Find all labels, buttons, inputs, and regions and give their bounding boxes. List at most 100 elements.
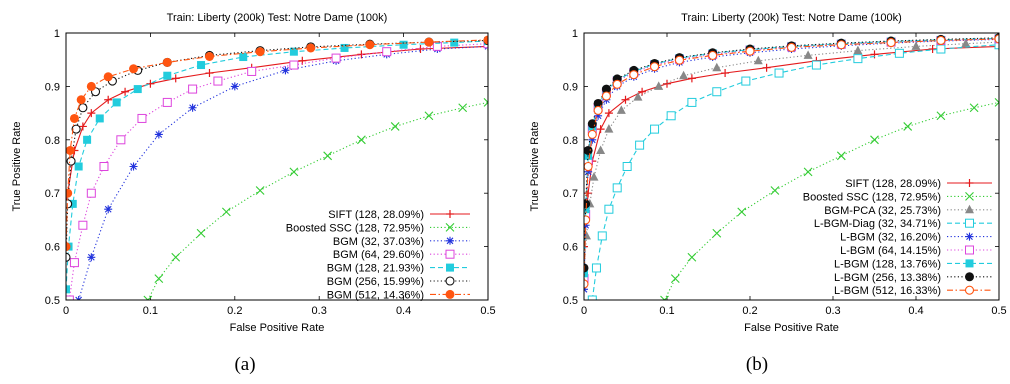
data-point	[137, 113, 147, 123]
series-line	[78, 45, 488, 300]
data-point	[289, 167, 299, 177]
chart-a: Train: Liberty (200k) Test: Notre Dame (…	[11, 12, 496, 334]
data-point	[712, 228, 722, 238]
y-tick-label: 1	[54, 28, 60, 40]
data-point	[629, 70, 639, 80]
data-point	[584, 263, 589, 273]
data-point	[584, 199, 591, 209]
data-point	[721, 69, 730, 78]
x-tick-label: 0	[581, 305, 587, 317]
legend-marker	[965, 272, 974, 282]
data-point	[836, 40, 846, 50]
data-point	[622, 162, 632, 171]
data-point	[737, 207, 747, 217]
legend-label: BGM (512, 14.36%)	[327, 289, 424, 301]
data-point	[281, 66, 290, 75]
data-point	[612, 79, 622, 89]
data-point	[71, 124, 81, 134]
data-point	[601, 91, 611, 101]
data-point	[936, 111, 946, 121]
data-point	[323, 151, 333, 161]
y-tick-label: 0.7	[45, 188, 60, 200]
legend-marker	[965, 179, 974, 187]
data-point	[679, 70, 689, 80]
legend-marker	[965, 204, 974, 214]
data-point	[483, 35, 488, 45]
data-point	[588, 135, 597, 144]
data-point	[239, 53, 248, 62]
data-point	[712, 87, 722, 97]
data-point	[650, 124, 660, 134]
x-tick-label: 0.4	[396, 305, 411, 317]
legend-marker	[445, 249, 455, 259]
data-point	[432, 41, 442, 51]
data-point	[424, 37, 434, 47]
data-point	[994, 40, 999, 50]
data-point	[584, 242, 588, 251]
data-point	[770, 186, 780, 195]
data-point	[928, 45, 937, 54]
x-tick-label: 0.5	[991, 305, 1006, 317]
legend-label: BGM (64, 29.60%)	[333, 249, 424, 261]
data-point	[162, 97, 172, 107]
caption-b: (b)	[745, 354, 769, 375]
data-point	[762, 63, 771, 72]
data-point	[357, 135, 366, 145]
data-point	[666, 111, 676, 121]
data-point	[687, 97, 697, 107]
legend-marker	[446, 210, 454, 218]
y-tick-label: 0.8	[45, 135, 60, 147]
data-point	[66, 252, 71, 262]
data-point	[635, 140, 645, 150]
plot-frame	[65, 32, 489, 301]
data-point	[994, 98, 999, 107]
data-point	[104, 95, 113, 104]
data-point	[196, 228, 206, 238]
x-tick-label: 0	[63, 305, 69, 317]
data-point	[103, 72, 113, 82]
data-point	[458, 103, 468, 113]
y-tick-label: 0.9	[45, 81, 60, 93]
data-point	[112, 98, 121, 107]
data-point	[121, 87, 130, 96]
data-point	[255, 47, 265, 57]
legend-marker	[965, 192, 974, 201]
legend-label: SIFT (128, 28.09%)	[328, 209, 424, 221]
data-point	[154, 274, 164, 284]
x-tick-label: 0.3	[312, 305, 327, 317]
data-point	[154, 130, 163, 139]
legend-label: L-BGM (128, 13.76%)	[834, 258, 941, 270]
data-point	[69, 258, 79, 268]
data-point	[597, 231, 607, 241]
data-point	[86, 81, 96, 91]
data-point	[129, 162, 138, 171]
y-tick-label: 1	[572, 28, 578, 40]
plot-area	[66, 35, 488, 300]
x-tick-label: 0.5	[480, 305, 495, 317]
data-point	[708, 50, 718, 60]
y-tick-label: 0.7	[563, 188, 578, 200]
data-point	[587, 295, 597, 300]
data-point	[670, 274, 680, 284]
data-point	[213, 76, 223, 86]
legend-marker	[446, 263, 454, 272]
data-point	[143, 295, 153, 300]
data-point	[638, 87, 647, 96]
data-point	[390, 122, 400, 131]
data-point	[416, 45, 425, 54]
data-point	[687, 252, 697, 262]
legend-label: SIFT (128, 28.09%)	[845, 178, 941, 190]
data-point	[584, 161, 593, 172]
data-point	[221, 207, 231, 217]
data-point	[836, 151, 846, 161]
x-tick-label: 0.3	[825, 305, 840, 317]
data-point	[78, 122, 87, 131]
x-tick-label: 0.2	[227, 305, 242, 317]
data-point	[450, 38, 459, 47]
data-point	[78, 220, 88, 230]
data-point	[146, 79, 155, 88]
data-point	[66, 242, 71, 252]
data-point	[399, 40, 408, 49]
data-point	[171, 74, 180, 83]
data-point	[188, 103, 197, 112]
